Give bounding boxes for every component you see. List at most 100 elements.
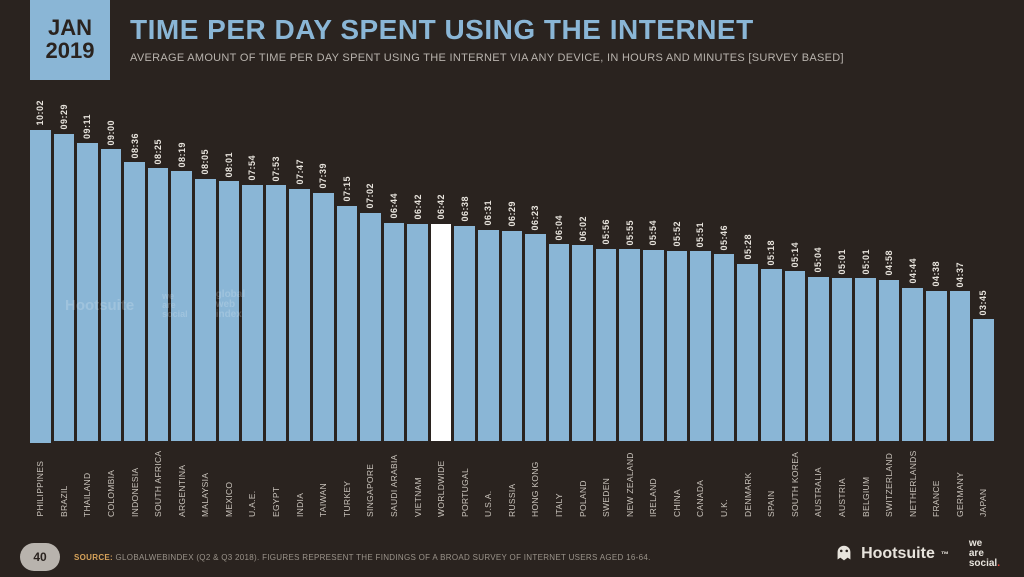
bar-thailand: 09:11THAILAND [77,100,98,517]
bar-sweden: 05:56SWEDEN [596,100,617,517]
bar-label: ITALY [554,447,564,517]
bar-label: SWITZERLAND [884,447,894,517]
bar-label: WORLDWIDE [436,447,446,517]
bar-value: 07:02 [365,183,375,209]
bar-value: 07:47 [295,159,305,185]
bar-value: 06:38 [460,196,470,222]
bar-vietnam: 06:42VIETNAM [407,100,428,517]
bar-value: 03:45 [978,290,988,316]
bar-rect [266,185,287,441]
bar-australia: 05:04AUSTRALIA [808,100,829,517]
owl-icon [833,543,855,565]
bar-value: 09:00 [106,120,116,146]
bar-turkey: 07:15TURKEY [337,100,358,517]
bar-value: 05:28 [743,234,753,260]
bar-value: 07:15 [342,176,352,202]
bar-label: CHINA [672,447,682,517]
bar-label: NEW ZEALAND [625,447,635,517]
bar-label: SAUDI ARABIA [389,447,399,517]
bar-rect [549,244,570,441]
bar-value: 07:54 [247,155,257,181]
bar-label: PHILIPPINES [35,449,45,517]
bar-label: GERMANY [955,447,965,517]
bar-value: 05:52 [672,221,682,247]
hootsuite-logo: Hootsuite™ [833,543,949,565]
bar-rect [454,226,475,441]
bar-label: MALAYSIA [200,447,210,517]
bar-value: 04:58 [884,250,894,276]
bar-label: ARGENTINA [177,447,187,517]
bar-rect [148,168,169,441]
bar-value: 07:39 [318,163,328,189]
bar-rect [124,162,145,441]
bar-label: THAILAND [82,447,92,517]
bar-chart: 10:02PHILIPPINES09:29BRAZIL09:11THAILAND… [30,100,994,517]
bar-rect [525,234,546,441]
bar-value: 05:01 [837,249,847,275]
bar-denmark: 05:28 DENMARK [737,100,758,517]
bar-label: EGYPT [271,447,281,517]
bar-value: 06:44 [389,193,399,219]
bar-value: 05:56 [601,219,611,245]
bar-label: CANADA [695,447,705,517]
bar-rect [101,149,122,441]
bar-label: INDONESIA [130,447,140,517]
bar-rect [832,278,853,441]
bar-label: U.A.E. [247,447,257,517]
bar-u-s-a-: 06:31U.S.A. [478,100,499,517]
bar-label: U.K. [719,447,729,517]
bar-value: 05:04 [813,247,823,273]
bar-rect [337,206,358,441]
bar-china: 05:52 CHINA [667,100,688,517]
bar-rect [384,223,405,441]
bar-value: 05:01 [861,249,871,275]
bar-label: INDIA [295,447,305,517]
page-subtitle: AVERAGE AMOUNT OF TIME PER DAY SPENT USI… [130,52,994,64]
bar-rect [643,250,664,441]
bar-label: U.S.A. [483,447,493,517]
bar-label: BELGIUM [861,447,871,517]
bar-value: 08:01 [224,152,234,178]
bar-rect [572,245,593,441]
bar-mexico: 08:01MEXICO [219,100,240,517]
bar-malaysia: 08:05 MALAYSIA [195,100,216,517]
bar-value: 05:54 [648,220,658,246]
source-text: SOURCE: GLOBALWEBINDEX (Q2 & Q3 2018). F… [74,553,651,562]
bar-saudi-arabia: 06:44 SAUDI ARABIA [384,100,405,517]
bar-label: RUSSIA [507,447,517,517]
bar-label: SPAIN [766,447,776,517]
bar-hong-kong: 06:23HONG KONG [525,100,546,517]
wearesocial-logo: we are social [969,539,1000,569]
bar-value: 08:05 [200,149,210,175]
bar-rect [431,224,452,441]
bar-value: 06:02 [578,216,588,242]
bar-spain: 05:18 SPAIN [761,100,782,517]
bar-value: 08:19 [177,142,187,168]
bar-value: 05:14 [790,242,800,268]
bar-value: 06:04 [554,215,564,241]
bar-label: AUSTRIA [837,447,847,517]
bar-rect [973,319,994,441]
bar-indonesia: 08:36INDONESIA [124,100,145,517]
bar-rect [313,193,334,441]
bar-value: 05:18 [766,240,776,266]
bar-rect [30,130,51,444]
bar-worldwide: 06:42 WORLDWIDE [431,100,452,517]
bar-value: 06:23 [530,205,540,231]
bar-rect [737,264,758,441]
bar-rect [478,230,499,441]
bar-rect [171,171,192,441]
bar-label: BRAZIL [59,447,69,517]
bar-value: 06:29 [507,201,517,227]
bar-label: DENMARK [743,447,753,517]
bar-value: 06:42 [436,194,446,220]
bar-label: POLAND [578,447,588,517]
bar-france: 04:38FRANCE [926,100,947,517]
bar-italy: 06:04 ITALY [549,100,570,517]
bar-rect [855,278,876,441]
date-badge: JAN 2019 [30,0,110,80]
bar-portugal: 06:38PORTUGAL [454,100,475,517]
page-number-badge: 40 [20,543,60,571]
bar-rect [690,251,711,441]
bar-value: 04:38 [931,261,941,287]
